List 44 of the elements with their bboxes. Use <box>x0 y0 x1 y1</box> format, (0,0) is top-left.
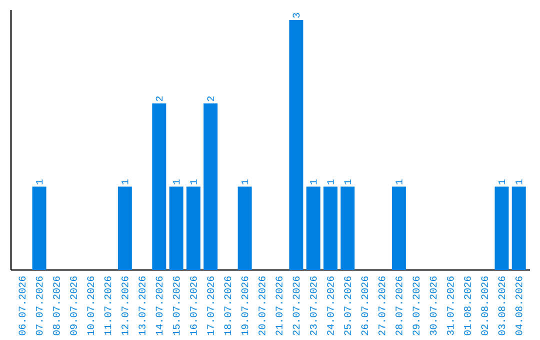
data-label: 1 <box>122 180 128 184</box>
x-tick-label: 31.07.2026 <box>446 276 454 336</box>
x-tick-label: 20.07.2026 <box>258 276 266 336</box>
x-tick-label: 10.07.2026 <box>87 276 94 336</box>
x-tick-label: 16.07.2026 <box>190 276 197 336</box>
x-tick-label: 06.07.2026 <box>18 276 26 336</box>
x-tick-label: 12.07.2026 <box>122 276 128 336</box>
x-tick-label: 01.08.2026 <box>464 276 471 336</box>
data-label: 1 <box>498 180 506 184</box>
data-label: 1 <box>36 180 43 184</box>
x-tick-label: 08.07.2026 <box>52 276 60 336</box>
x-tick-label: 24.07.2026 <box>327 276 334 336</box>
data-label: 1 <box>242 180 248 184</box>
x-tick-label: 04.08.2026 <box>515 276 522 336</box>
x-tick-label: 21.07.2026 <box>276 276 282 336</box>
x-tick-label: 18.07.2026 <box>224 276 232 336</box>
x-tick-label: 19.07.2026 <box>241 276 248 336</box>
x-tick-label: 23.07.2026 <box>310 276 317 336</box>
x-tick-label: 25.07.2026 <box>344 276 351 336</box>
data-label: 1 <box>173 180 180 184</box>
data-label: 1 <box>327 180 334 184</box>
x-tick-label: 15.07.2026 <box>172 276 180 336</box>
data-label: 2 <box>156 96 163 102</box>
data-label: 1 <box>344 180 351 184</box>
x-tick-label: 26.07.2026 <box>361 276 368 336</box>
data-label: 1 <box>190 180 197 184</box>
x-tick-label: 02.08.2026 <box>481 276 488 336</box>
data-label: 3 <box>292 13 300 18</box>
data-label: 1 <box>310 180 317 184</box>
x-tick-label: 14.07.2026 <box>156 276 163 336</box>
x-tick-label: 03.08.2026 <box>498 276 506 336</box>
data-label: 1 <box>396 180 402 184</box>
x-tick-label: 22.07.2026 <box>292 276 300 336</box>
x-tick-label: 29.07.2026 <box>412 276 420 336</box>
x-tick-label: 28.07.2026 <box>396 276 402 336</box>
x-tick-label: 13.07.2026 <box>138 276 146 336</box>
x-tick-label: 17.07.2026 <box>207 276 214 336</box>
x-tick-label: 07.07.2026 <box>36 276 43 336</box>
data-label: 2 <box>207 96 214 102</box>
x-tick-label: 27.07.2026 <box>378 276 386 336</box>
x-tick-label: 09.07.2026 <box>70 276 77 336</box>
x-tick-label: 30.07.2026 <box>430 276 437 336</box>
data-label: 1 <box>516 180 522 184</box>
x-tick-label: 11.07.2026 <box>104 276 112 336</box>
